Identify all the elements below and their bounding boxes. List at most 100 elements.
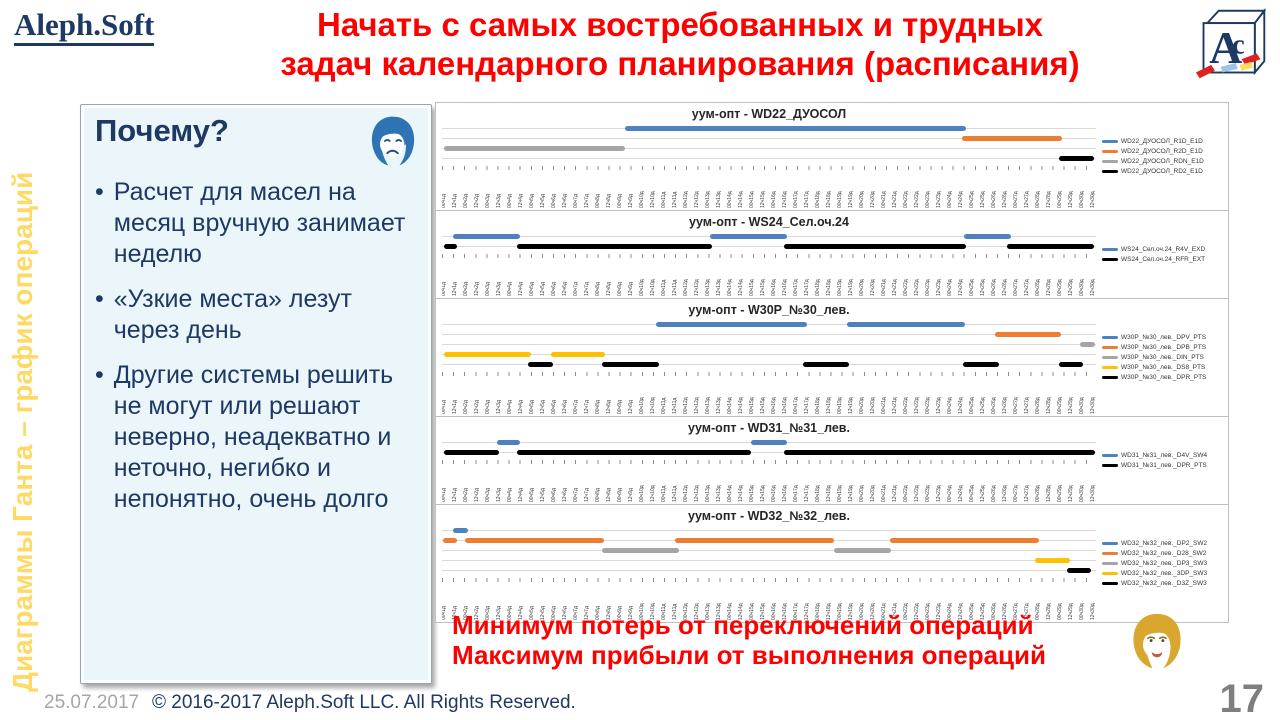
x-axis-tick-label: 12ч28д — [1046, 603, 1052, 620]
row-gridline — [442, 530, 1096, 531]
gantt-bar — [1034, 558, 1070, 563]
x-axis-tick-label: 12ч23д — [936, 279, 942, 296]
x-axis-tick-label: 12ч6д — [562, 194, 568, 208]
x-axis-tick-label: 00ч2д — [463, 282, 469, 296]
x-axis-tick-label: 12ч14д — [738, 191, 744, 208]
x-axis-tick-label: 00ч27д — [1013, 191, 1019, 208]
x-axis-tick-label: 12ч19д — [848, 279, 854, 296]
series-row — [442, 438, 1096, 448]
legend-color-swatch — [1102, 356, 1118, 359]
legend-series-name: WD22_ДУОСОЛ_RDN_E1D — [1121, 158, 1204, 165]
svg-text:A: A — [1209, 22, 1242, 73]
x-axis-tick-label: 12ч21д — [892, 279, 898, 296]
x-axis-tick-label: 00ч21д — [881, 279, 887, 296]
x-axis-tick-label: 00ч30д — [1079, 485, 1085, 502]
x-axis-tick-label: 12ч3д — [496, 282, 502, 296]
x-axis-ticks — [442, 372, 1096, 376]
chart-legend: WS24_Сел.оч.24_R4V_EXD WS24_Сел.оч.24_RFR… — [1096, 213, 1226, 296]
x-axis-tick-label: 12ч2д — [474, 194, 480, 208]
x-axis-tick-label: 00ч12д — [683, 191, 689, 208]
series-row — [442, 526, 1096, 536]
legend-series-name: W30P_№30_лев._DPV_PTS — [1121, 334, 1207, 341]
x-axis-tick-label: 00ч22д — [903, 485, 909, 502]
row-gridline — [442, 570, 1096, 571]
x-axis-tick-label: 00ч16д — [771, 397, 777, 414]
series-row — [442, 124, 1096, 134]
x-axis-tick-label: 00ч24д — [947, 485, 953, 502]
gantt-chart-5: уум-опт - WD32_№32_лев. 00ч1д 12ч1д 00ч2д 12… — [435, 504, 1229, 623]
x-axis-tick-label: 00ч19д — [837, 279, 843, 296]
x-axis-tick-label: 00ч13д — [705, 191, 711, 208]
x-axis-tick-label: 00ч14д — [727, 191, 733, 208]
legend-color-swatch — [1102, 464, 1118, 467]
x-axis-tick-label: 00ч11д — [661, 397, 667, 414]
x-axis-tick-label: 12ч27д — [1024, 485, 1030, 502]
chart-legend: WD31_№31_лев._D4V_SW4 WD31_№31_лев._DPR_P… — [1096, 419, 1226, 502]
x-axis-tick-label: 00ч29д — [1057, 603, 1063, 620]
x-axis-tick-label: 12ч7д — [584, 194, 590, 208]
x-axis-tick-label: 00ч23д — [925, 397, 931, 414]
chart-legend: W30P_№30_лев._DPV_PTS W30P_№30_лев._DPB_P… — [1096, 301, 1226, 414]
x-axis-tick-label: 00ч19д — [837, 191, 843, 208]
x-axis-labels: 00ч1д 12ч1д 00ч2д 12ч2д 00ч3д 12ч3д 00ч4д 12ч4д… — [442, 170, 1096, 208]
x-axis-tick-label: 12ч12д — [694, 485, 700, 502]
x-axis-tick-label: 00ч25д — [969, 485, 975, 502]
why-bullet-text: «Узкие места» лезут через день — [113, 285, 352, 344]
x-axis-tick-label: 12ч22д — [914, 397, 920, 414]
x-axis-tick-label: 12ч27д — [1024, 397, 1030, 414]
x-axis-tick-label: 12ч2д — [474, 400, 480, 414]
x-axis-tick-label: 00ч13д — [705, 397, 711, 414]
x-axis-tick-label: 12ч7д — [584, 488, 590, 502]
x-axis-tick-label: 12ч30д — [1090, 279, 1096, 296]
x-axis-tick-label: 00ч11д — [661, 485, 667, 502]
x-axis-tick-label: 00ч14д — [727, 397, 733, 414]
x-axis-tick-label: 12ч19д — [848, 397, 854, 414]
chart-rows — [442, 320, 1096, 370]
x-axis-tick-label: 00ч20д — [859, 191, 865, 208]
series-row — [442, 350, 1096, 360]
x-axis-tick-label: 12ч15д — [760, 279, 766, 296]
bullet-marker: • — [95, 178, 104, 206]
x-axis-tick-label: 12ч17д — [804, 397, 810, 414]
x-axis-tick-label: 12ч22д — [914, 191, 920, 208]
x-axis-tick-label: 12ч20д — [870, 279, 876, 296]
x-axis-tick-label: 00ч15д — [749, 485, 755, 502]
x-axis-tick-label: 12ч18д — [826, 191, 832, 208]
x-axis-tick-label: 00ч25д — [969, 397, 975, 414]
series-row — [442, 546, 1096, 556]
x-axis-tick-label: 00ч10д — [639, 485, 645, 502]
x-axis-tick-label: 00ч7д — [573, 400, 579, 414]
legend-series-name: WD32_№32_лев._D3Z_SW3 — [1121, 580, 1207, 587]
x-axis-tick-label: 00ч30д — [1079, 279, 1085, 296]
legend-series-name: W30P_№30_лев._DPB_PTS — [1121, 344, 1207, 351]
why-bullet-text: Расчет для масел на месяц вручную занима… — [113, 178, 406, 268]
x-axis-tick-label: 12ч6д — [562, 400, 568, 414]
x-axis-tick-label: 12ч10д — [650, 279, 656, 296]
row-gridline — [442, 550, 1096, 551]
x-axis-tick-label: 00ч6д — [551, 400, 557, 414]
x-axis-tick-label: 00ч7д — [573, 194, 579, 208]
x-axis-tick-label: 12ч11д — [672, 191, 678, 208]
x-axis-tick-label: 00ч17д — [793, 397, 799, 414]
x-axis-tick-label: 00ч18д — [815, 485, 821, 502]
slide-title-line1: Начать с самых востребованных и трудных — [317, 6, 1043, 43]
chart-plot-column: уум-опт - W30P_№30_лев. 00ч1д 12ч1д 00ч2д 12… — [442, 301, 1096, 414]
x-axis-tick-label: 12ч14д — [738, 485, 744, 502]
x-axis-tick-label: 00ч11д — [661, 191, 667, 208]
x-axis-tick-label: 00ч4д — [507, 282, 513, 296]
gantt-bar — [602, 548, 679, 553]
x-axis-tick-label: 12ч30д — [1090, 397, 1096, 414]
aleph-soft-logo: Aleph.Soft — [14, 7, 155, 47]
row-gridline — [442, 138, 1096, 139]
series-row — [442, 242, 1096, 252]
gantt-bar — [517, 244, 713, 249]
x-axis-tick-label: 00ч28д — [1035, 279, 1041, 296]
x-axis-tick-label: 00ч9д — [617, 400, 623, 414]
gantt-bar — [1059, 362, 1083, 367]
x-axis-tick-label: 12ч2д — [474, 282, 480, 296]
x-axis-tick-label: 00ч20д — [859, 397, 865, 414]
legend-item: WD22_ДУОСОЛ_R1D_E1D — [1102, 138, 1226, 145]
x-axis-labels: 00ч1д 12ч1д 00ч2д 12ч2д 00ч3д 12ч3д 00ч4д 12ч4д… — [442, 464, 1096, 502]
x-axis-tick-label: 12ч8д — [606, 400, 612, 414]
slide-title: Начать с самых востребованных и трудных … — [185, 6, 1175, 83]
